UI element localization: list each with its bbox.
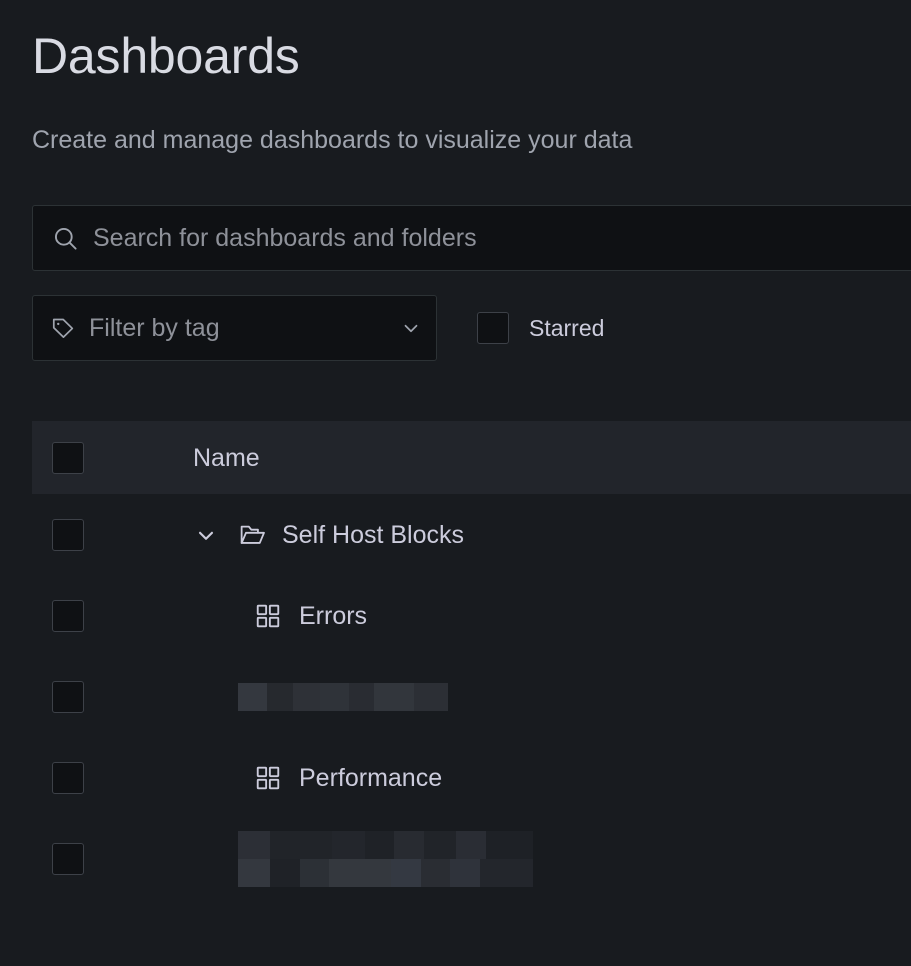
- skeleton-block: [349, 682, 375, 711]
- skeleton-line: [238, 858, 533, 887]
- tag-icon: [50, 315, 76, 341]
- name-column-header[interactable]: Name: [100, 443, 911, 473]
- skeleton-row-content: [238, 682, 448, 711]
- row-checkbox[interactable]: [52, 599, 84, 632]
- starred-filter[interactable]: Starred: [477, 312, 604, 344]
- skeleton-block: [364, 830, 395, 859]
- row-name-cell[interactable]: Self Host Blocks: [100, 520, 911, 550]
- row-checkbox[interactable]: [52, 518, 84, 551]
- row-select-cell[interactable]: [32, 599, 100, 632]
- search-icon: [52, 225, 79, 252]
- search-input-placeholder[interactable]: Search for dashboards and folders: [93, 224, 477, 252]
- row-select-cell[interactable]: [32, 842, 100, 875]
- dashboard-grid-icon: [254, 764, 282, 792]
- row-checkbox[interactable]: [52, 842, 84, 875]
- row-select-cell[interactable]: [32, 518, 100, 551]
- skeleton-block: [420, 858, 451, 887]
- skeleton-block: [238, 682, 268, 711]
- tag-filter-placeholder[interactable]: Filter by tag: [89, 314, 220, 342]
- row-label[interactable]: Self Host Blocks: [282, 520, 465, 549]
- starred-checkbox[interactable]: [477, 312, 509, 344]
- row-select-cell[interactable]: [32, 680, 100, 713]
- row-checkbox[interactable]: [52, 680, 84, 713]
- name-column-label: Name: [193, 443, 260, 472]
- table-row[interactable]: Performance: [32, 737, 911, 818]
- dashboard-row-content[interactable]: Performance: [254, 763, 442, 793]
- loading-skeleton: [238, 830, 533, 887]
- skeleton-block: [456, 830, 486, 859]
- skeleton-block: [391, 858, 421, 887]
- skeleton-block: [238, 858, 271, 887]
- row-name-cell: [100, 830, 911, 887]
- skeleton-block: [450, 858, 480, 887]
- folder-row-content[interactable]: Self Host Blocks: [193, 520, 464, 550]
- dashboard-grid-icon: [254, 602, 282, 630]
- skeleton-line: [238, 830, 533, 859]
- row-name-cell: [100, 682, 911, 711]
- skeleton-block: [329, 858, 392, 887]
- select-all-checkbox[interactable]: [52, 441, 84, 474]
- skeleton-block: [479, 858, 533, 887]
- select-all-cell[interactable]: [32, 441, 100, 474]
- table-header-row: Name: [32, 421, 911, 494]
- chevron-down-icon[interactable]: [400, 317, 422, 339]
- row-checkbox[interactable]: [52, 761, 84, 794]
- dashboards-table: Name: [32, 421, 911, 899]
- row-select-cell[interactable]: [32, 761, 100, 794]
- table-row[interactable]: Self Host Blocks: [32, 494, 911, 575]
- table-row[interactable]: Errors: [32, 575, 911, 656]
- row-name-cell[interactable]: Errors: [100, 601, 911, 631]
- skeleton-block: [238, 830, 271, 859]
- row-label[interactable]: Errors: [299, 601, 368, 630]
- skeleton-block: [267, 682, 293, 711]
- table-row: [32, 656, 911, 737]
- skeleton-block: [319, 682, 350, 711]
- skeleton-block: [394, 830, 424, 859]
- folder-open-icon: [238, 520, 267, 549]
- dashboard-row-content[interactable]: Errors: [254, 601, 367, 631]
- row-name-cell[interactable]: Performance: [100, 763, 911, 793]
- skeleton-block: [423, 830, 457, 859]
- skeleton-block: [270, 830, 333, 859]
- table-row: [32, 818, 911, 899]
- skeleton-block: [485, 830, 533, 859]
- row-label[interactable]: Performance: [299, 763, 443, 792]
- skeleton-block: [270, 858, 300, 887]
- skeleton-line: [238, 682, 448, 711]
- skeleton-block: [414, 682, 448, 711]
- loading-skeleton: [238, 682, 448, 711]
- page-title: Dashboards: [32, 28, 300, 84]
- page-subtitle: Create and manage dashboards to visualiz…: [32, 126, 633, 154]
- skeleton-block: [374, 682, 415, 711]
- skeleton-block: [299, 858, 330, 887]
- search-input-wrapper[interactable]: Search for dashboards and folders: [32, 205, 911, 271]
- skeleton-block: [332, 830, 365, 859]
- filter-row: Filter by tag Starred: [32, 295, 604, 361]
- skeleton-row-content: [238, 830, 533, 887]
- chevron-down-icon[interactable]: [193, 522, 219, 548]
- skeleton-block: [292, 682, 320, 711]
- starred-label[interactable]: Starred: [529, 315, 605, 341]
- tag-filter-select[interactable]: Filter by tag: [32, 295, 437, 361]
